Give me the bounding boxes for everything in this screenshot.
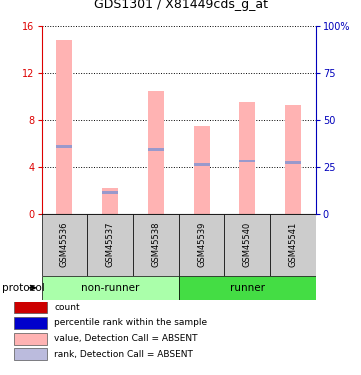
- Bar: [102, 188, 118, 214]
- Bar: [56, 146, 72, 148]
- Text: GSM45537: GSM45537: [106, 222, 114, 267]
- Bar: [148, 148, 164, 151]
- Text: protocol: protocol: [2, 283, 44, 293]
- Bar: [285, 105, 301, 214]
- Bar: [14, 348, 47, 360]
- Bar: [148, 91, 164, 214]
- Text: GSM45541: GSM45541: [288, 222, 297, 267]
- Bar: [239, 159, 255, 162]
- Bar: [193, 126, 209, 214]
- Text: runner: runner: [230, 283, 265, 293]
- Bar: [42, 214, 87, 276]
- Bar: [225, 214, 270, 276]
- Bar: [133, 214, 179, 276]
- Text: rank, Detection Call = ABSENT: rank, Detection Call = ABSENT: [54, 350, 193, 359]
- Text: value, Detection Call = ABSENT: value, Detection Call = ABSENT: [54, 334, 198, 343]
- Text: count: count: [54, 303, 80, 312]
- Bar: [285, 161, 301, 164]
- Text: percentile rank within the sample: percentile rank within the sample: [54, 318, 207, 327]
- Text: GSM45536: GSM45536: [60, 222, 69, 267]
- Bar: [193, 163, 209, 166]
- Bar: [179, 214, 225, 276]
- Bar: [179, 276, 316, 300]
- Bar: [239, 102, 255, 214]
- Text: GSM45539: GSM45539: [197, 222, 206, 267]
- Bar: [270, 214, 316, 276]
- Text: GSM45538: GSM45538: [151, 222, 160, 267]
- Text: GSM45540: GSM45540: [243, 222, 252, 267]
- Bar: [102, 191, 118, 194]
- Bar: [87, 214, 133, 276]
- Bar: [56, 40, 72, 214]
- Bar: [14, 317, 47, 329]
- Bar: [42, 276, 179, 300]
- Text: non-runner: non-runner: [81, 283, 139, 293]
- Text: GDS1301 / X81449cds_g_at: GDS1301 / X81449cds_g_at: [93, 0, 268, 11]
- Bar: [14, 333, 47, 345]
- Bar: [14, 301, 47, 313]
